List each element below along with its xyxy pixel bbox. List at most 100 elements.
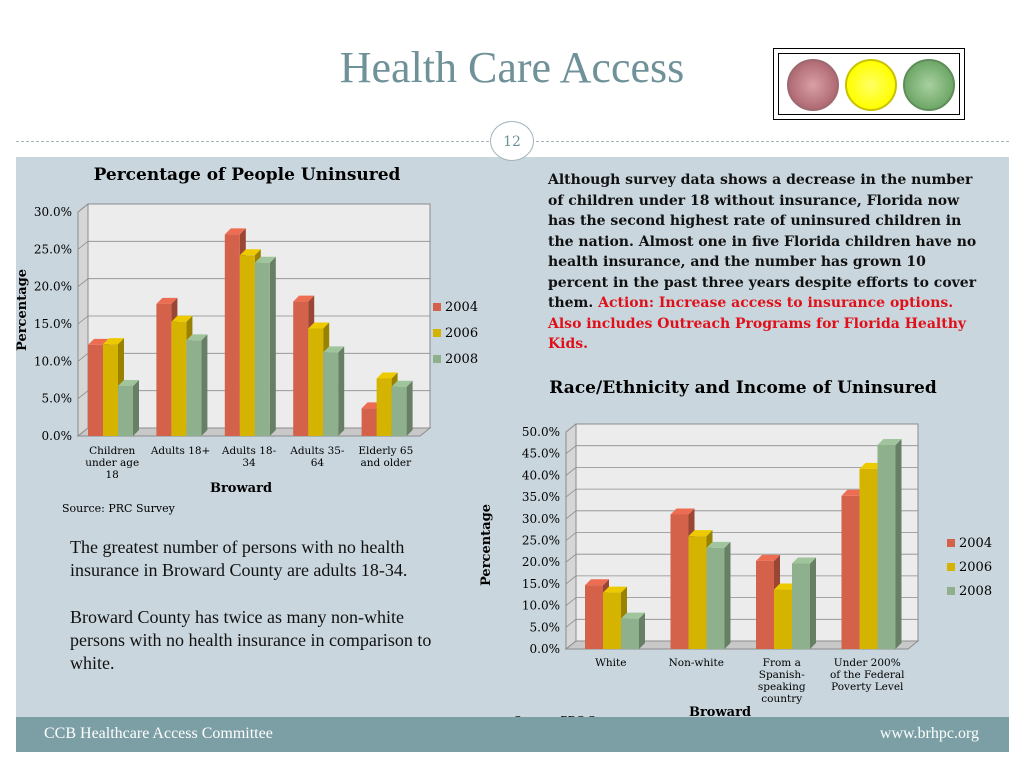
legend-swatch [433, 329, 441, 337]
bar-front [323, 352, 339, 436]
bar-front [585, 585, 603, 649]
x-tick-label: Adults 18- [221, 445, 277, 457]
y-tick-label: 50.0% [522, 425, 560, 439]
bar-top [706, 541, 731, 548]
bar-front [293, 301, 309, 436]
chart1-source: Source: PRC Survey [62, 502, 175, 515]
right-text-action: Action: Increase access to insurance opt… [548, 295, 967, 352]
x-tick-label: Non-white [669, 657, 724, 669]
gridline [565, 553, 918, 563]
bar-front [239, 255, 255, 436]
footer-website-link[interactable]: www.brhpc.org [879, 725, 979, 742]
legend-label: 2006 [445, 326, 478, 341]
y-tick-label: 30.0% [522, 512, 560, 526]
footer-bar: CCB Healthcare Access Committee www.brhp… [16, 717, 1009, 752]
bar-side [338, 346, 345, 436]
chart1-title: Percentage of People Uninsured [93, 165, 401, 185]
chart2-title: Race/Ethnicity and Income of Uninsured [549, 378, 937, 398]
x-tick-label: 34 [242, 457, 256, 469]
bar [621, 612, 645, 649]
footer-left-text: CCB Healthcare Access Committee [44, 725, 273, 742]
gridline [565, 488, 918, 498]
x-tick-label: Poverty Level [831, 681, 904, 693]
bar-top [254, 256, 276, 263]
bar-top [877, 439, 902, 446]
y-axis-label: Percentage [479, 504, 494, 586]
bar-front [103, 344, 118, 436]
bar-front [621, 618, 639, 649]
x-axis-label: Broward [210, 481, 272, 496]
legend-label: 2004 [445, 300, 478, 315]
bar [254, 256, 276, 436]
red-light-icon [787, 59, 839, 111]
gridline [565, 532, 918, 541]
legend-swatch [947, 539, 955, 547]
bar [792, 557, 816, 649]
bar-front [171, 321, 187, 436]
bar-top [88, 338, 109, 345]
traffic-light-frame [778, 53, 960, 115]
bar-side [895, 439, 902, 649]
bar-top [376, 372, 398, 379]
bar-front [186, 340, 202, 436]
x-tick-label: under age [85, 457, 139, 469]
y-tick-label: 5.0% [530, 620, 561, 634]
x-tick-label: Elderly 65 [358, 445, 413, 457]
y-tick-label: 30.0% [34, 205, 72, 219]
bar-front [792, 563, 810, 649]
gridline [77, 240, 430, 250]
y-tick-label: 45.0% [522, 447, 560, 461]
bar-top [118, 379, 139, 386]
bar-front [361, 408, 377, 436]
bar-top [792, 557, 816, 564]
bar-top [224, 228, 246, 235]
gridline [565, 510, 918, 520]
y-tick-label: 15.0% [522, 577, 560, 591]
x-tick-label: Adults 35- [289, 445, 345, 457]
bar-front [603, 592, 621, 649]
bar-front [841, 495, 860, 649]
right-text-block: Although survey data shows a decrease in… [548, 170, 978, 355]
x-tick-label: White [595, 657, 626, 669]
x-tick-label: 18 [106, 469, 119, 481]
x-axis-label: Broward [689, 705, 751, 720]
bar-top [323, 346, 345, 353]
bar-top [186, 334, 208, 341]
bar-side [201, 334, 208, 436]
bar-top [603, 586, 627, 593]
bar [118, 379, 139, 436]
bar-front [254, 262, 270, 436]
bar-front [688, 536, 707, 649]
bar-top [103, 338, 124, 345]
x-tick-label: of the Federal [830, 669, 905, 681]
y-axis-label: Percentage [15, 269, 30, 351]
bar-top [156, 297, 178, 304]
legend-label: 2008 [445, 352, 478, 367]
x-tick-label: Under 200% [834, 657, 901, 669]
x-tick-label: and older [360, 457, 412, 469]
bar [877, 439, 902, 649]
bar-top [756, 554, 780, 561]
gridline [565, 445, 918, 455]
yellow-light-icon [845, 59, 897, 111]
bar-top [688, 530, 713, 537]
bar-front [756, 560, 774, 649]
bar-front [224, 234, 240, 436]
bar [391, 380, 413, 436]
bar-front [308, 328, 324, 436]
slide-title: Health Care Access [339, 43, 685, 92]
bar-front [391, 386, 407, 436]
bar [706, 541, 731, 649]
y-tick-label: 20.0% [34, 280, 72, 294]
bar [323, 346, 345, 436]
x-tick-label: Children [89, 445, 135, 457]
bar-front [706, 547, 725, 649]
legend-swatch [947, 563, 955, 571]
right-text-body: Although survey data shows a decrease in… [548, 172, 977, 311]
left-text-paragraph-2: Broward County has twice as many non-whi… [70, 607, 432, 673]
bar-top [670, 508, 695, 515]
bar-front [156, 303, 172, 436]
gridline [565, 466, 918, 476]
